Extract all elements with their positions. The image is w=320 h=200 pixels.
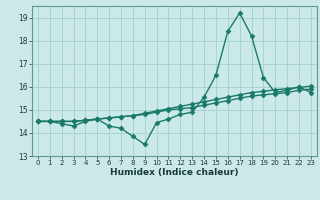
X-axis label: Humidex (Indice chaleur): Humidex (Indice chaleur): [110, 168, 239, 177]
